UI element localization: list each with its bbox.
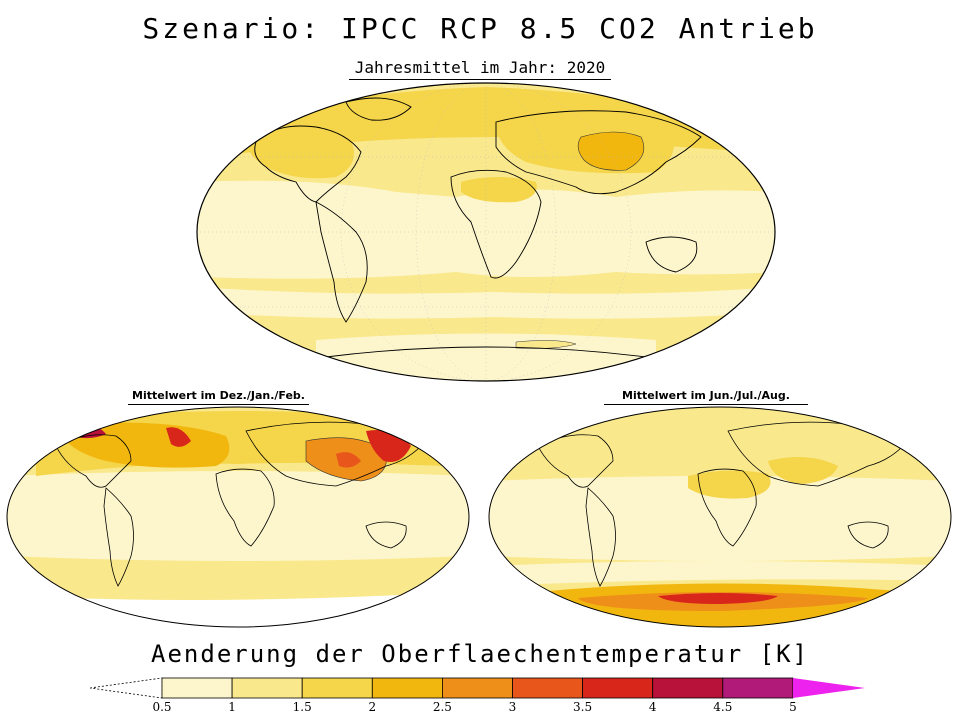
colorbar-tick-label: 1.5 [292,700,312,714]
colorbar-cell [582,677,654,699]
colorbar-cell [652,677,724,699]
colorbar-cell [161,677,233,699]
colorbar-tick-label: 2.5 [432,700,452,714]
page-title: Szenario: IPCC RCP 8.5 CO2 Antrieb [142,12,818,45]
colorbar-tick-label: 3.5 [573,700,593,714]
map-subtitle: Jahresmittel im Jahr: 2020 [0,58,960,80]
djf-map-title: Mittelwert im Dez./Jan./Feb. [128,389,309,405]
colorbar-tick-label: 2 [368,700,377,714]
colorbar-title: Aenderung der Oberflaechentemperatur [K] [151,640,809,668]
annual-mean-map [196,82,776,382]
colorbar-tick-label: 1 [228,700,236,714]
jja-mean-map [488,406,952,628]
colorbar-above-arrow [793,678,865,698]
colorbar-cell [512,677,583,699]
colorbar-tick-label: 3 [508,700,517,714]
colorbar-tick-label: 4 [648,700,657,714]
djf-mean-map [6,406,470,628]
colorbar-below-arrow [90,677,163,699]
colorbar-cell [722,677,794,699]
colorbar-cell [301,677,373,699]
colorbar-cell [231,677,303,699]
colorbar-cell [371,677,443,699]
colorbar-tick-label: 4.5 [713,700,733,714]
colorbar-tick-label: 0.5 [152,700,172,714]
colorbar-cell [441,677,513,699]
jja-map-title: Mittelwert im Jun./Jul./Aug. [604,389,808,405]
colorbar [90,676,880,716]
colorbar-tick-label: 5 [789,700,797,714]
